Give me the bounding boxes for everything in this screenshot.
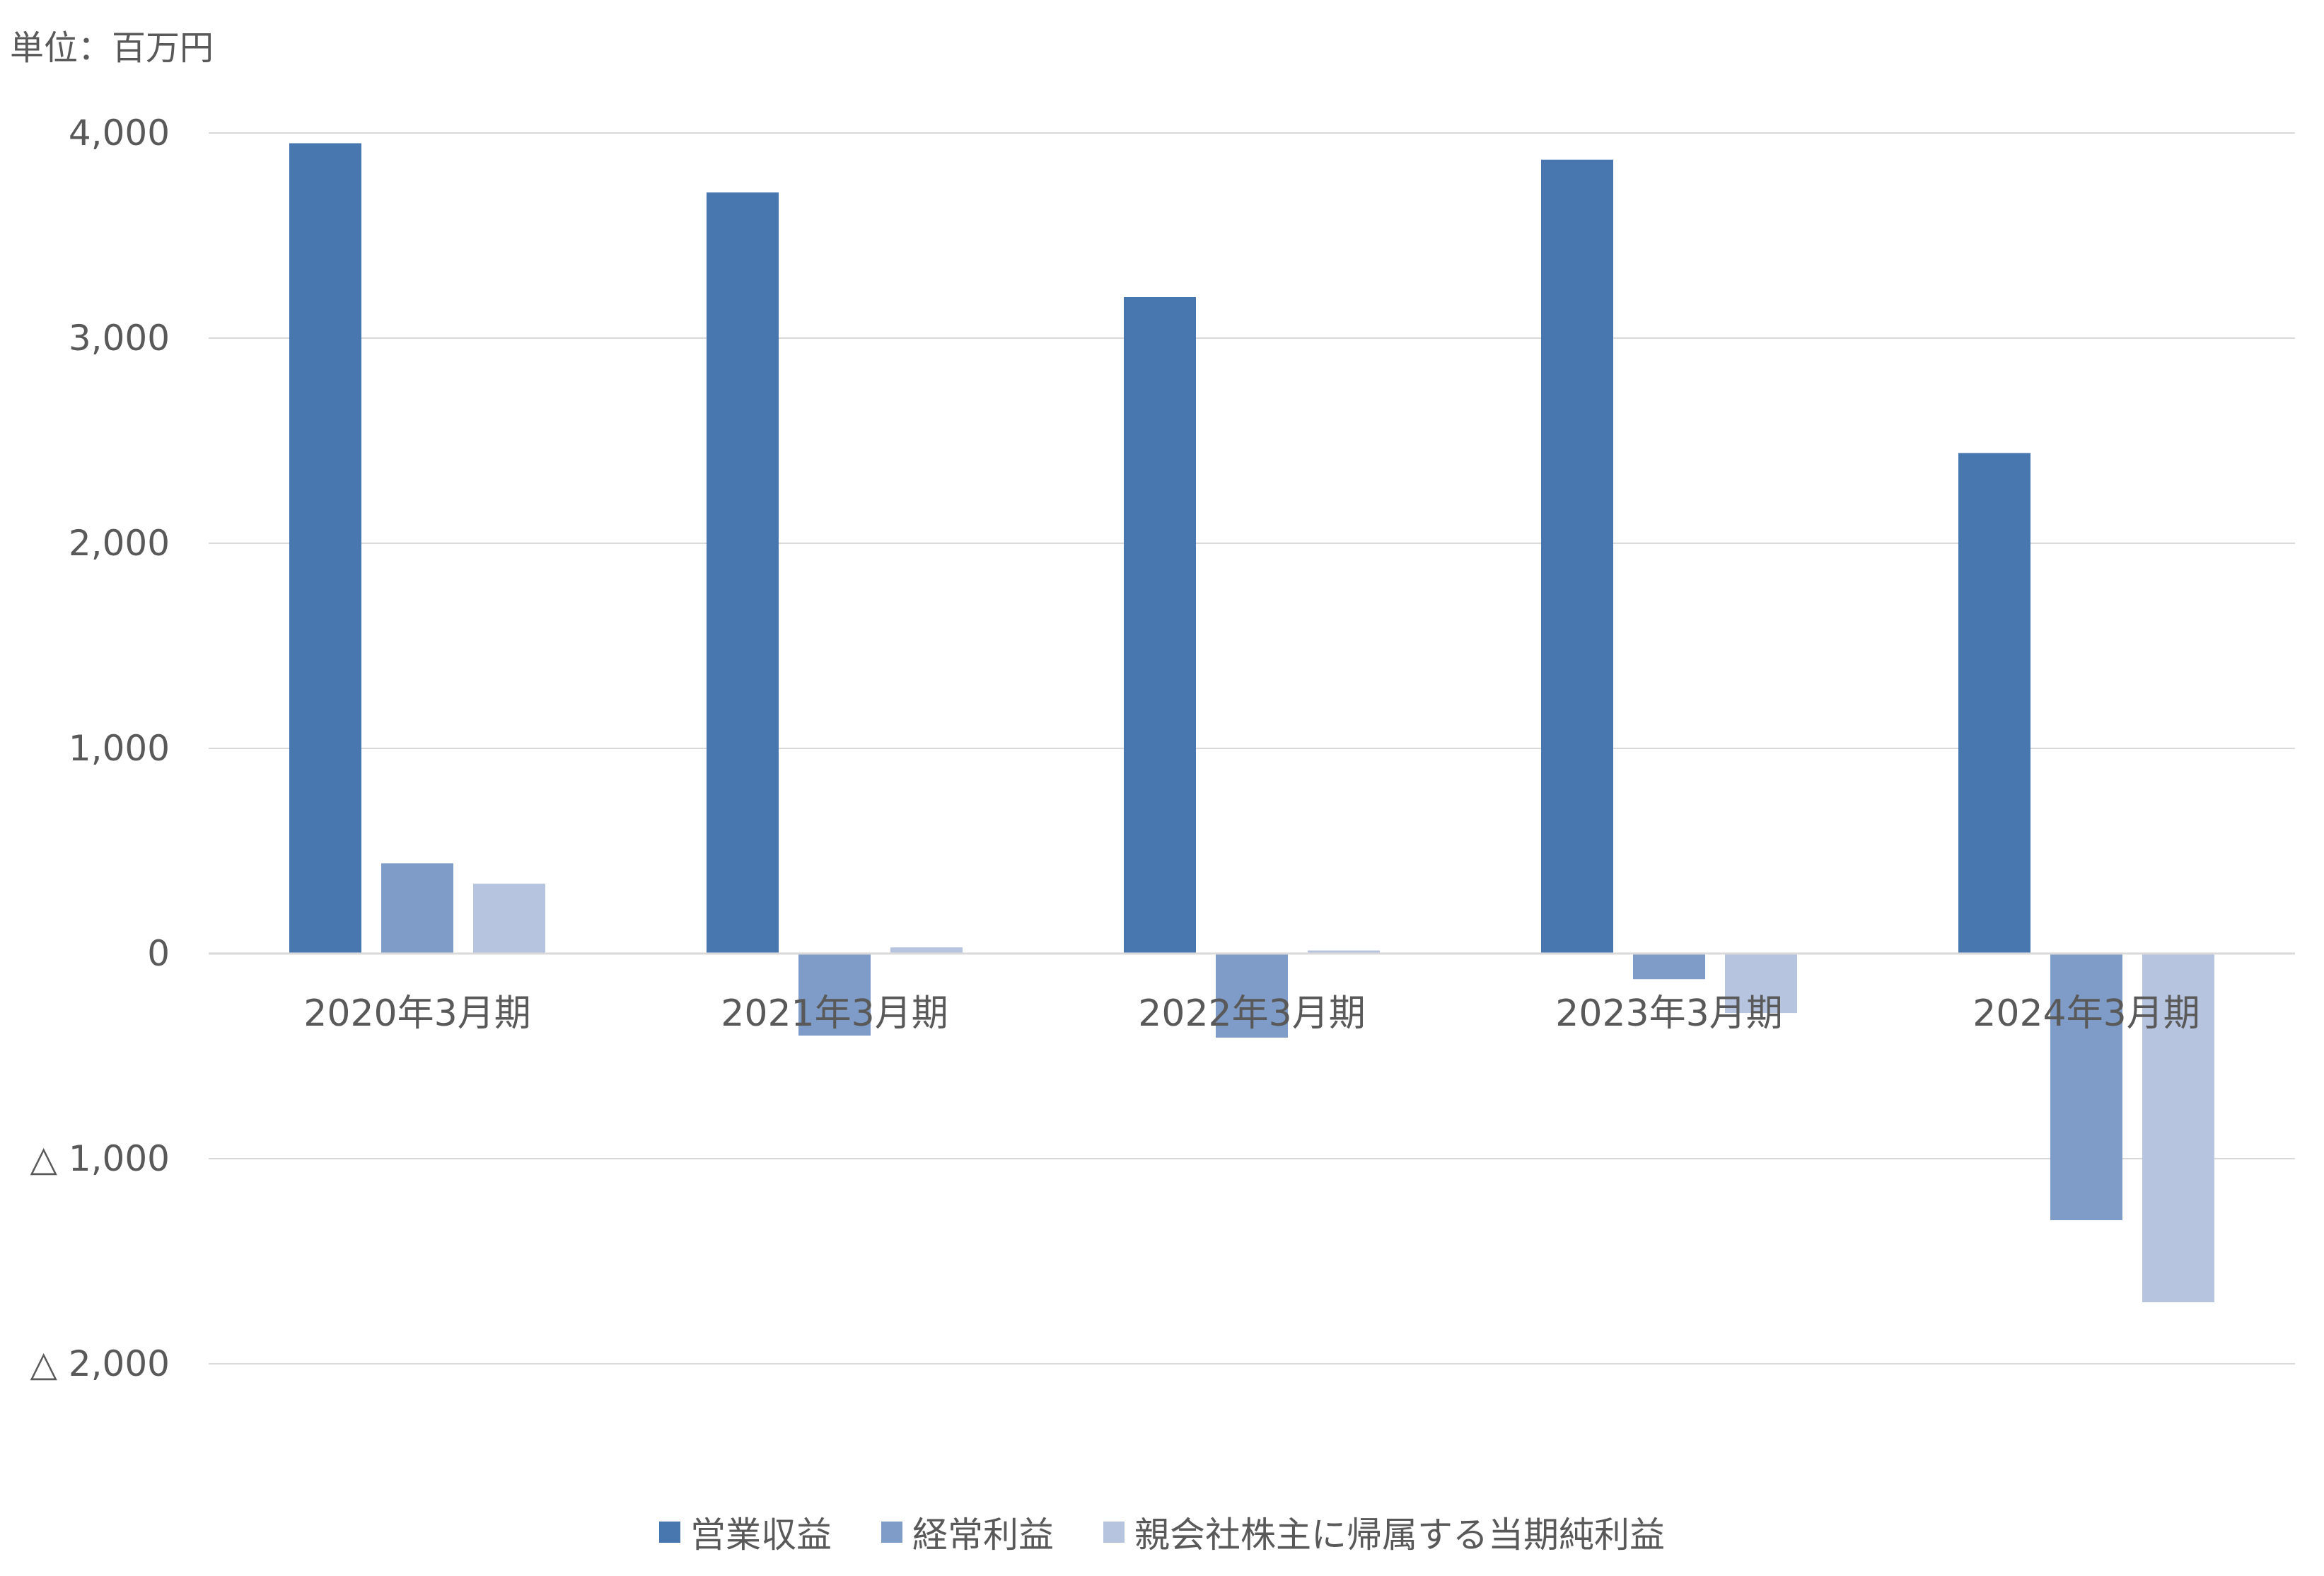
y-tick-label: 2,000 [69, 523, 170, 564]
bar [2050, 954, 2122, 1220]
bar [707, 192, 779, 954]
bar [1216, 954, 1288, 1038]
y-tick-label: △ 1,000 [30, 1138, 170, 1179]
y-tick-label: 0 [147, 933, 170, 974]
y-tick-label: 1,000 [69, 728, 170, 769]
y-axis-tick-labels: 4,000 3,000 2,000 1,000 0 △ 1,000 △ 2,000 [30, 112, 170, 1384]
legend-item: 経常利益 [881, 1507, 1054, 1558]
x-axis-category-labels: 2020年3月期 2021年3月期 2022年3月期 2023年3月期 2024年3月期 [303, 992, 2200, 1035]
legend-item: 営業収益 [659, 1507, 832, 1558]
legend-swatch [881, 1522, 902, 1543]
legend: 営業収益 経常利益 親会社株主に帰属する当期純利益 [0, 1507, 2324, 1558]
bar [1124, 297, 1196, 954]
legend-label: 親会社株主に帰属する当期純利益 [1134, 1514, 1665, 1555]
legend-label: 営業収益 [690, 1514, 832, 1555]
bar [2142, 954, 2214, 1302]
bar [381, 863, 453, 954]
bar [890, 947, 963, 954]
x-category-label: 2022年3月期 [1138, 992, 1365, 1035]
bar [1308, 950, 1380, 954]
bar [1541, 159, 1613, 954]
bar [473, 883, 545, 954]
legend-swatch [1103, 1522, 1125, 1543]
legend-item: 親会社株主に帰属する当期純利益 [1103, 1507, 1665, 1558]
y-tick-label: △ 2,000 [30, 1343, 170, 1384]
bar [798, 954, 871, 1036]
bar [1633, 954, 1705, 980]
x-category-label: 2020年3月期 [303, 992, 530, 1035]
bar [1725, 954, 1797, 1014]
x-category-label: 2023年3月期 [1555, 992, 1782, 1035]
y-tick-label: 3,000 [69, 318, 170, 359]
gridlines [209, 132, 2295, 1364]
x-category-label: 2024年3月期 [1973, 992, 2200, 1035]
x-category-label: 2021年3月期 [721, 992, 948, 1035]
bar [1958, 453, 2030, 954]
unit-label: 単位：百万円 [10, 28, 214, 68]
legend-label: 経常利益 [912, 1514, 1054, 1555]
bar [289, 143, 361, 954]
y-tick-label: 4,000 [69, 112, 170, 153]
legend-swatch [659, 1522, 680, 1543]
bars [289, 143, 2214, 1302]
